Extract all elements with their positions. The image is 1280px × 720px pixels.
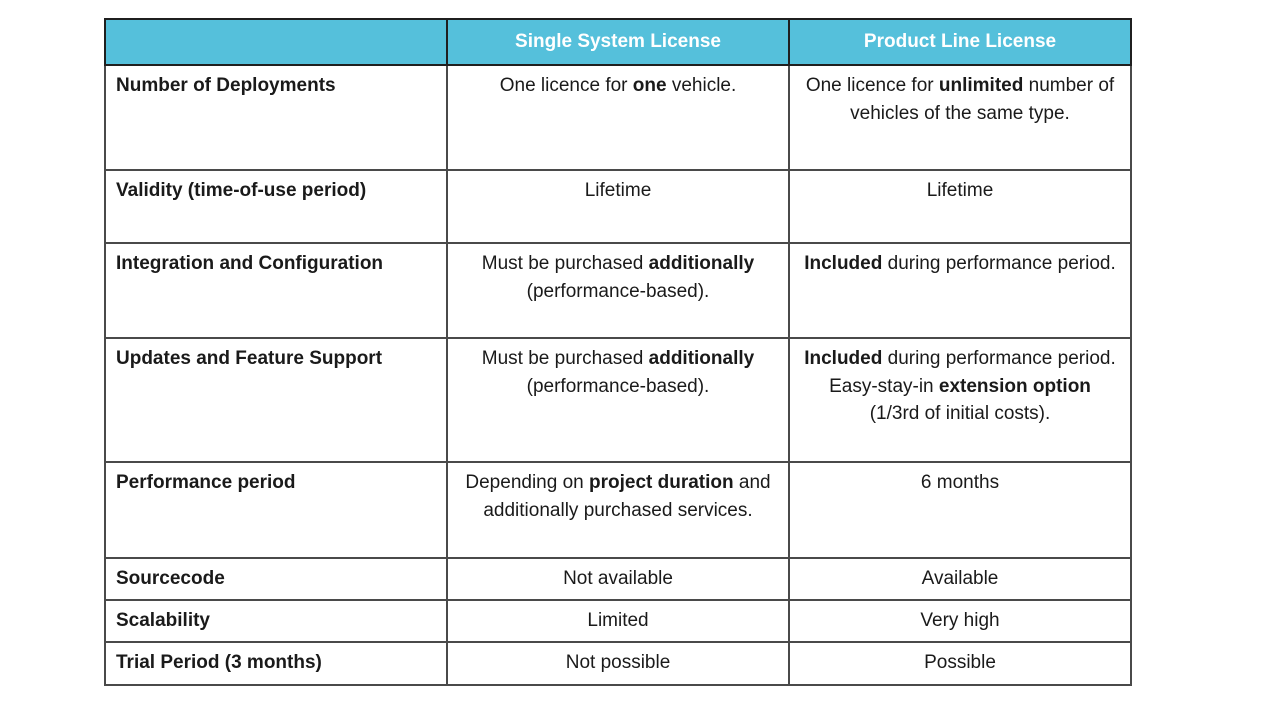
header-cell-empty [104, 18, 448, 66]
row-label-cell: Updates and Feature Support [104, 337, 448, 463]
product-line-license-cell: 6 months [788, 461, 1132, 559]
header-cell-single-system-license: Single System License [446, 18, 790, 66]
license-comparison-table: Single System License Product Line Licen… [104, 18, 1132, 686]
single-system-license-cell: Must be purchased additionally (performa… [446, 242, 790, 339]
row-label-cell: Sourcecode [104, 557, 448, 601]
product-line-license-cell: Available [788, 557, 1132, 601]
row-label-cell: Validity (time-of-use period) [104, 169, 448, 244]
table-row: Trial Period (3 months) Not possible Possi… [104, 641, 1132, 686]
table-header: Single System License Product Line Licen… [104, 18, 1132, 66]
row-label-cell: Scalability [104, 599, 448, 643]
single-system-license-cell: Not possible [446, 641, 790, 686]
row-label-cell: Number of Deployments [104, 64, 448, 171]
product-line-license-cell: Very high [788, 599, 1132, 643]
single-system-license-cell: Must be purchased additionally (performa… [446, 337, 790, 463]
product-line-license-cell: Lifetime [788, 169, 1132, 244]
table-body: Number of Deployments One licence for one… [104, 64, 1132, 686]
product-line-license-cell: One licence for unlimited number of vehi… [788, 64, 1132, 171]
table-row: Performance period Depending on project d… [104, 461, 1132, 559]
row-label-cell: Integration and Configuration [104, 242, 448, 339]
table-row: Validity (time-of-use period) Lifetime Lif… [104, 169, 1132, 244]
single-system-license-cell: Not available [446, 557, 790, 601]
table-row: Updates and Feature Support Must be purch… [104, 337, 1132, 463]
table-row: Scalability Limited Very high [104, 599, 1132, 643]
product-line-license-cell: Included during performance period. Easy… [788, 337, 1132, 463]
product-line-license-cell: Possible [788, 641, 1132, 686]
table-row: Sourcecode Not available Available [104, 557, 1132, 601]
table-row: Number of Deployments One licence for one… [104, 64, 1132, 171]
table-row: Integration and Configuration Must be pur… [104, 242, 1132, 339]
single-system-license-cell: Depending on project duration and additi… [446, 461, 790, 559]
product-line-license-cell: Included during performance period. [788, 242, 1132, 339]
single-system-license-cell: Limited [446, 599, 790, 643]
header-row: Single System License Product Line Licen… [104, 18, 1132, 66]
row-label-cell: Trial Period (3 months) [104, 641, 448, 686]
row-label-cell: Performance period [104, 461, 448, 559]
header-cell-product-line-license: Product Line License [788, 18, 1132, 66]
single-system-license-cell: One licence for one vehicle. [446, 64, 790, 171]
single-system-license-cell: Lifetime [446, 169, 790, 244]
